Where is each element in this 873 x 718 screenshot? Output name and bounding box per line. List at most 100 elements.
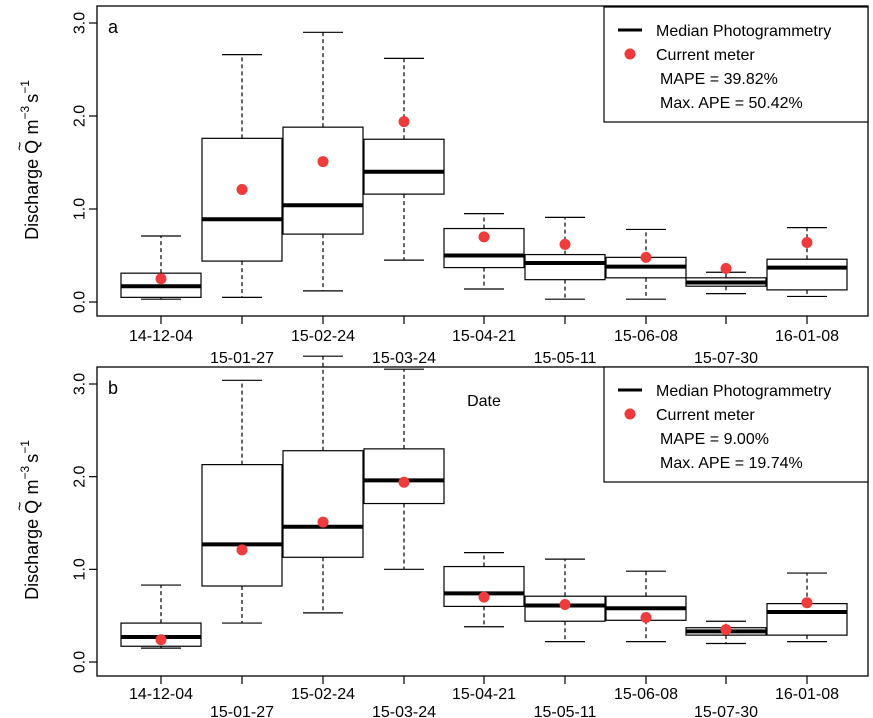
y-label-accent: ~ bbox=[12, 501, 29, 510]
y-tick-label: 3.0 bbox=[72, 12, 89, 34]
x-axis-label: Date bbox=[467, 393, 501, 410]
box-8 bbox=[766, 572, 848, 643]
x-tick-label: 15-07-30 bbox=[694, 704, 758, 718]
iqr-box bbox=[363, 138, 445, 195]
legend-point-label: Current meter bbox=[656, 407, 755, 424]
x-tick-label: 15-03-24 bbox=[372, 704, 436, 718]
x-tick-label: 15-05-11 bbox=[534, 350, 597, 367]
legend: Median Photogrammetry Current meter MAPE =… bbox=[603, 366, 869, 483]
current-meter-point bbox=[317, 156, 329, 168]
panel-label: a bbox=[108, 17, 119, 37]
box-2 bbox=[282, 31, 364, 292]
x-axis: 14-12-04 15-01-27 15-02-24 15-03-24 15-04-21… bbox=[129, 676, 839, 718]
plot-frame bbox=[96, 5, 869, 317]
iqr-box bbox=[524, 253, 606, 281]
x-tick-label: 15-02-24 bbox=[291, 328, 355, 345]
iqr-box bbox=[201, 464, 283, 587]
y-label-mid: s bbox=[22, 454, 42, 463]
current-meter-point bbox=[640, 251, 652, 263]
current-meter-point bbox=[317, 516, 329, 528]
current-meter-point bbox=[478, 591, 490, 603]
iqr-box bbox=[766, 258, 848, 291]
panel-a: a 0.0 1.0 2.0 3.0 Discharge Q~ m−3 s−1 14-12-04… bbox=[12, 5, 869, 410]
y-tick-label: 0.0 bbox=[72, 651, 89, 673]
current-meter-point bbox=[559, 238, 571, 250]
y-axis-label: Discharge Q~ m−3 s−1 bbox=[12, 440, 42, 600]
current-meter-point bbox=[801, 236, 813, 248]
y-label-units: m bbox=[22, 479, 42, 499]
box-4 bbox=[443, 213, 525, 290]
box-0 bbox=[120, 235, 202, 300]
y-label-prefix: Discharge bbox=[22, 154, 42, 240]
current-meter-point bbox=[236, 183, 248, 195]
plot-frame bbox=[96, 366, 869, 677]
legend: Median Photogrammetry Current meter MAPE =… bbox=[603, 6, 869, 123]
x-tick-label: 16-01-08 bbox=[775, 328, 839, 345]
box-3 bbox=[363, 368, 445, 570]
panel-b: b 0.0 1.0 2.0 3.0 Discharge Q~ m−3 s−1 14-12-04… bbox=[12, 355, 869, 718]
current-meter-point bbox=[398, 476, 410, 488]
y-label-exp1: −3 bbox=[18, 105, 32, 119]
current-meter-point bbox=[640, 612, 652, 624]
x-tick-label: 15-04-21 bbox=[452, 686, 516, 703]
current-meter-point bbox=[155, 273, 167, 285]
legend-point-label: Current meter bbox=[656, 47, 755, 64]
legend-mape: MAPE = 9.00% bbox=[660, 431, 769, 448]
x-tick-label: 15-01-27 bbox=[210, 704, 274, 718]
y-label-mid: s bbox=[22, 94, 42, 103]
x-tick-label: 15-07-30 bbox=[694, 350, 758, 367]
y-tick-label: 2.0 bbox=[72, 465, 89, 487]
x-tick-label: 15-02-24 bbox=[291, 686, 355, 703]
y-label-units: m bbox=[22, 119, 42, 139]
box-6 bbox=[605, 228, 687, 300]
current-meter-point bbox=[801, 597, 813, 609]
y-tick-label: 1.0 bbox=[72, 558, 89, 580]
panel-label: b bbox=[108, 378, 118, 398]
legend-box bbox=[603, 6, 869, 123]
iqr-box bbox=[282, 450, 364, 558]
y-label-exp2: −1 bbox=[18, 80, 32, 94]
legend-box bbox=[603, 366, 869, 483]
legend-median-label: Median Photogrammetry bbox=[656, 23, 831, 40]
x-tick-label: 14-12-04 bbox=[129, 328, 193, 345]
current-meter-point bbox=[720, 624, 732, 636]
x-axis: 14-12-04 15-01-27 15-02-24 15-03-24 15-04-21… bbox=[129, 316, 839, 367]
y-axis-label: Discharge Q~ m−3 s−1 bbox=[12, 80, 42, 240]
current-meter-point bbox=[155, 634, 167, 646]
y-tick-label: 2.0 bbox=[72, 105, 89, 127]
x-tick-label: 15-06-08 bbox=[614, 686, 678, 703]
current-meter-point bbox=[236, 544, 248, 556]
box-3 bbox=[363, 57, 445, 261]
iqr-box bbox=[363, 448, 445, 505]
box-1 bbox=[201, 379, 283, 624]
box-5 bbox=[524, 216, 606, 300]
x-tick-label: 14-12-04 bbox=[129, 686, 193, 703]
y-tick-label: 3.0 bbox=[72, 373, 89, 395]
current-meter-point bbox=[398, 116, 410, 128]
x-tick-label: 16-01-08 bbox=[775, 686, 839, 703]
legend-point-swatch bbox=[624, 408, 636, 420]
legend-point-swatch bbox=[624, 48, 636, 60]
current-meter-point bbox=[720, 263, 732, 275]
y-label-symbol: Q bbox=[22, 140, 42, 154]
iqr-box bbox=[201, 137, 283, 262]
legend-max-ape: Max. APE = 50.42% bbox=[660, 95, 803, 112]
iqr-box bbox=[766, 603, 848, 636]
legend-max-ape: Max. APE = 19.74% bbox=[660, 455, 803, 472]
y-label-prefix: Discharge bbox=[22, 514, 42, 600]
y-tick-label: 1.0 bbox=[72, 198, 89, 220]
box-2 bbox=[282, 355, 364, 614]
y-label-exp2: −1 bbox=[18, 440, 32, 454]
legend-mape: MAPE = 39.82% bbox=[660, 71, 778, 88]
y-label-exp1: −3 bbox=[18, 465, 32, 479]
box-6 bbox=[605, 570, 687, 643]
y-label-accent: ~ bbox=[12, 141, 29, 150]
box-7 bbox=[685, 271, 767, 295]
current-meter-point bbox=[559, 599, 571, 611]
legend-median-label: Median Photogrammetry bbox=[656, 383, 831, 400]
current-meter-point bbox=[478, 231, 490, 243]
y-tick-label: 0.0 bbox=[72, 291, 89, 313]
x-tick-label: 15-03-24 bbox=[372, 350, 436, 367]
box-8 bbox=[766, 227, 848, 298]
